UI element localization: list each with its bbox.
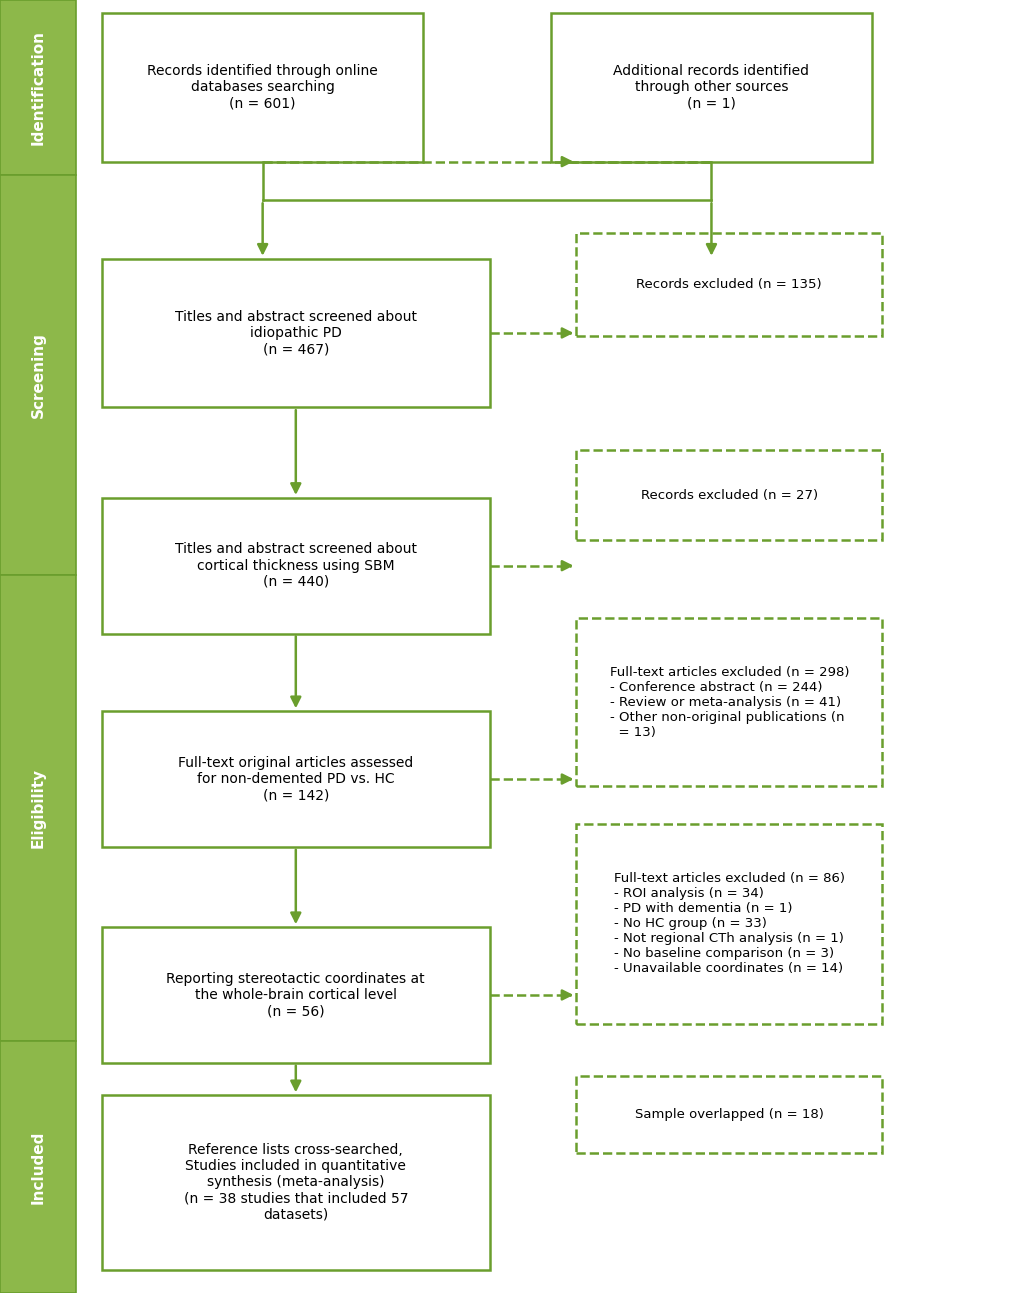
FancyBboxPatch shape <box>0 575 76 1041</box>
FancyBboxPatch shape <box>576 1076 881 1153</box>
Text: Full-text articles excluded (n = 298)
- Conference abstract (n = 244)
- Review o: Full-text articles excluded (n = 298) - … <box>609 666 848 738</box>
Text: Reference lists cross-searched,
Studies included in quantitative
synthesis (meta: Reference lists cross-searched, Studies … <box>183 1143 408 1222</box>
FancyBboxPatch shape <box>576 824 881 1024</box>
Text: Records excluded (n = 27): Records excluded (n = 27) <box>640 489 817 502</box>
Text: Included: Included <box>31 1130 46 1204</box>
Text: Records excluded (n = 135): Records excluded (n = 135) <box>636 278 821 291</box>
FancyBboxPatch shape <box>0 175 76 575</box>
Text: Screening: Screening <box>31 332 46 418</box>
FancyBboxPatch shape <box>576 233 881 336</box>
FancyBboxPatch shape <box>576 450 881 540</box>
Text: Full-text articles excluded (n = 86)
- ROI analysis (n = 34)
- PD with dementia : Full-text articles excluded (n = 86) - R… <box>613 873 844 975</box>
FancyBboxPatch shape <box>550 13 871 162</box>
FancyBboxPatch shape <box>0 0 76 175</box>
Text: Records identified through online
databases searching
(n = 601): Records identified through online databa… <box>147 65 378 110</box>
FancyBboxPatch shape <box>576 618 881 786</box>
FancyBboxPatch shape <box>0 1041 76 1293</box>
Text: Full-text original articles assessed
for non-demented PD vs. HC
(n = 142): Full-text original articles assessed for… <box>178 756 413 802</box>
FancyBboxPatch shape <box>102 259 489 407</box>
Text: Identification: Identification <box>31 30 46 145</box>
FancyBboxPatch shape <box>102 1095 489 1270</box>
FancyBboxPatch shape <box>102 927 489 1063</box>
Text: Eligibility: Eligibility <box>31 768 46 848</box>
FancyBboxPatch shape <box>102 498 489 634</box>
Text: Additional records identified
through other sources
(n = 1): Additional records identified through ot… <box>612 65 809 110</box>
FancyBboxPatch shape <box>102 711 489 847</box>
FancyBboxPatch shape <box>102 13 423 162</box>
Text: Reporting stereotactic coordinates at
the whole-brain cortical level
(n = 56): Reporting stereotactic coordinates at th… <box>166 972 425 1018</box>
Text: Titles and abstract screened about
idiopathic PD
(n = 467): Titles and abstract screened about idiop… <box>174 310 417 356</box>
Text: Titles and abstract screened about
cortical thickness using SBM
(n = 440): Titles and abstract screened about corti… <box>174 543 417 588</box>
Text: Sample overlapped (n = 18): Sample overlapped (n = 18) <box>634 1108 823 1121</box>
